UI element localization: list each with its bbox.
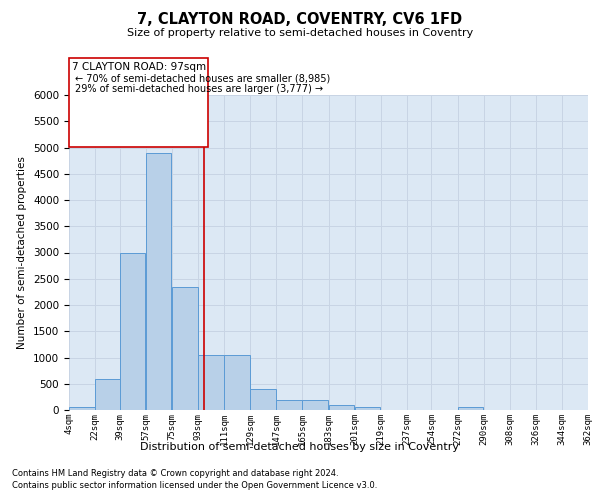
Bar xyxy=(146,153,172,410)
Bar xyxy=(458,408,483,410)
Bar xyxy=(95,379,121,410)
Text: Contains public sector information licensed under the Open Government Licence v3: Contains public sector information licen… xyxy=(12,481,377,490)
Bar xyxy=(198,355,224,410)
Bar xyxy=(250,389,276,410)
Bar xyxy=(329,406,354,410)
Bar xyxy=(120,252,145,410)
Text: 7 CLAYTON ROAD: 97sqm: 7 CLAYTON ROAD: 97sqm xyxy=(71,62,206,72)
Bar xyxy=(69,407,95,410)
Y-axis label: Number of semi-detached properties: Number of semi-detached properties xyxy=(17,156,28,349)
Bar xyxy=(172,286,197,410)
Text: ← 70% of semi-detached houses are smaller (8,985): ← 70% of semi-detached houses are smalle… xyxy=(75,73,330,83)
Bar xyxy=(224,355,250,410)
Bar xyxy=(355,408,380,410)
Bar xyxy=(277,400,302,410)
Text: Size of property relative to semi-detached houses in Coventry: Size of property relative to semi-detach… xyxy=(127,28,473,38)
Text: Distribution of semi-detached houses by size in Coventry: Distribution of semi-detached houses by … xyxy=(140,442,460,452)
Text: 7, CLAYTON ROAD, COVENTRY, CV6 1FD: 7, CLAYTON ROAD, COVENTRY, CV6 1FD xyxy=(137,12,463,28)
Text: 29% of semi-detached houses are larger (3,777) →: 29% of semi-detached houses are larger (… xyxy=(75,84,323,94)
Bar xyxy=(302,400,328,410)
Text: Contains HM Land Registry data © Crown copyright and database right 2024.: Contains HM Land Registry data © Crown c… xyxy=(12,468,338,477)
